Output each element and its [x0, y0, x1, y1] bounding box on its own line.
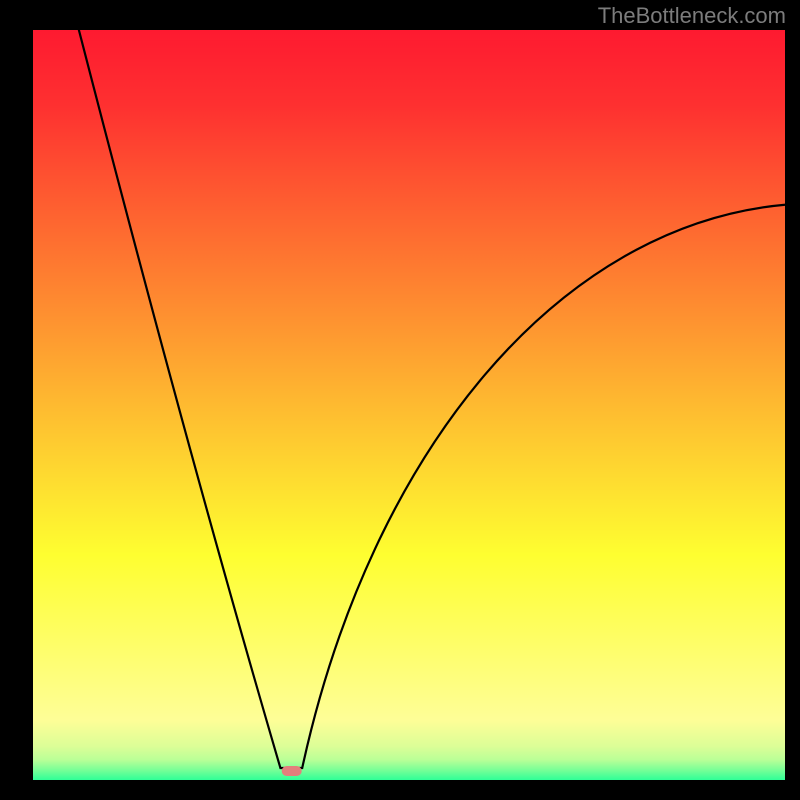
plot-area: [33, 30, 785, 780]
plot-svg: [33, 30, 785, 780]
gradient-background: [33, 30, 785, 780]
watermark-text: TheBottleneck.com: [598, 3, 786, 29]
chart-frame: TheBottleneck.com: [0, 0, 800, 800]
minimum-marker: [282, 766, 302, 776]
